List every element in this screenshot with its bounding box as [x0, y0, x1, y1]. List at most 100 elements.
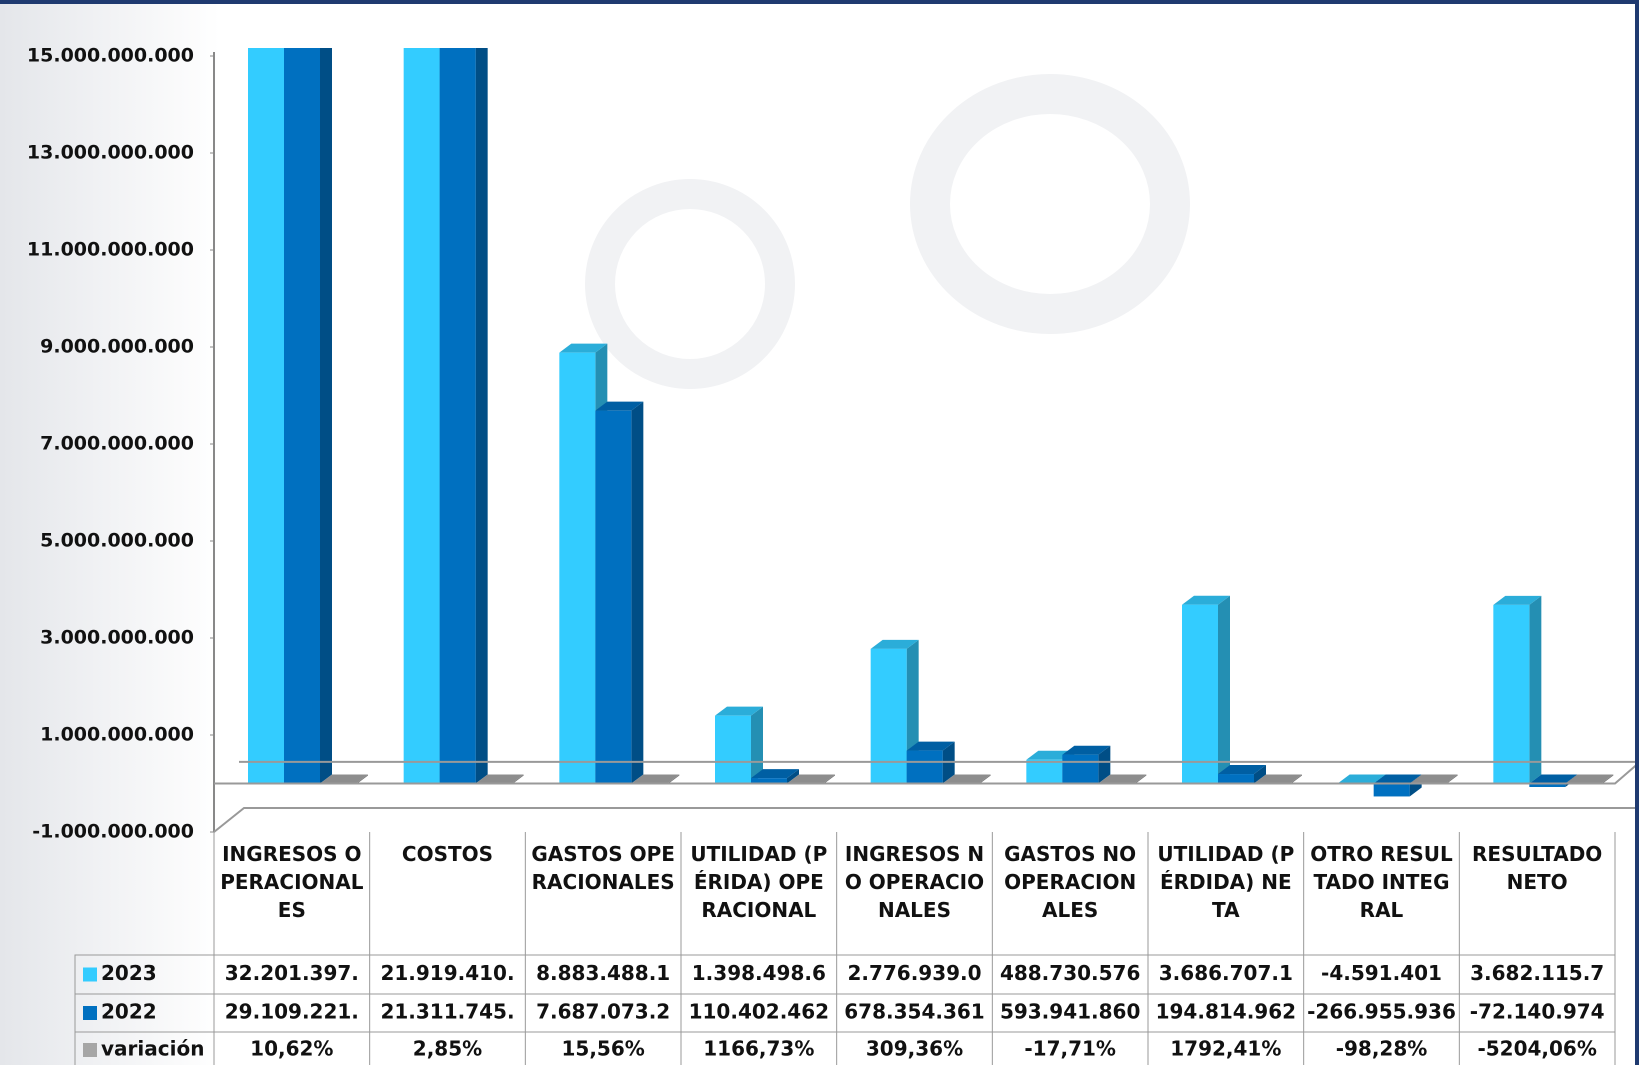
table-cell: 32.201.397.: [225, 961, 359, 985]
bar: [403, 48, 440, 784]
bar-top: [1218, 765, 1266, 775]
category-label: UTILIDAD (PÉRIDA) OPERACIONAL: [690, 842, 828, 922]
bar-side: [1445, 774, 1458, 785]
table-cell: 8.883.488.1: [536, 961, 670, 985]
bar: [1026, 759, 1063, 784]
bar-top: [942, 774, 991, 784]
y-tick-label: 9.000.000.000: [40, 336, 194, 358]
floor: [214, 764, 1635, 785]
legend-key: [83, 1043, 97, 1057]
table-cell: 1166,73%: [703, 1037, 814, 1061]
table-cell: -266.955.936: [1307, 1000, 1456, 1024]
bar: [595, 410, 632, 784]
y-tick-label: 11.000.000.000: [27, 239, 194, 261]
table-cell: 29.109.221.: [225, 1000, 359, 1024]
table-cell: -17,71%: [1024, 1037, 1116, 1061]
bar-top: [1098, 774, 1147, 784]
category-label: GASTOS OPERACIONALES: [531, 842, 675, 894]
bar-top: [1529, 774, 1578, 784]
plot-area: [248, 48, 1614, 797]
bar-side: [1134, 774, 1147, 785]
bar: [439, 48, 476, 784]
category-label: INGRESOS OPERACIONALES: [220, 842, 364, 922]
bar: [715, 715, 751, 784]
watermark: [910, 74, 1190, 334]
bar-side: [356, 774, 368, 785]
table-cell: 7.687.073.2: [536, 1000, 670, 1024]
bar-top: [870, 639, 919, 649]
table-cell: 1.398.498.6: [692, 961, 826, 985]
bar: [1218, 774, 1254, 784]
bar-top: [320, 774, 368, 784]
table-cell: 678.354.361: [844, 1000, 984, 1024]
bar-side: [787, 769, 799, 784]
table-cell: -5204,06%: [1477, 1037, 1596, 1061]
bar-side: [1290, 774, 1302, 785]
bar-top: [715, 706, 763, 716]
bar: [1182, 604, 1218, 784]
table-cell: 21.919.410.: [380, 961, 514, 985]
legend-label: 2022: [101, 1000, 157, 1024]
bar: [1493, 604, 1530, 784]
bar-top: [1254, 774, 1302, 784]
bar-side: [320, 48, 332, 784]
watermark: [585, 179, 795, 389]
legend-key: [83, 1006, 97, 1020]
bar-side: [751, 706, 763, 784]
category-label: COSTOS: [401, 842, 494, 866]
category-label: UTILIDAD (PÉRDIDA) NETA: [1157, 842, 1295, 922]
bar: [1529, 783, 1566, 787]
bar: [1062, 754, 1099, 784]
table-cell: 21.311.745.: [380, 1000, 514, 1024]
bar-top: [595, 401, 644, 411]
y-tick-label: 3.000.000.000: [40, 627, 194, 649]
bar-top: [1493, 595, 1542, 605]
legend-key: [83, 967, 97, 982]
table-cell: 3.682.115.7: [1470, 961, 1604, 985]
bar-side: [1254, 765, 1266, 784]
table-cell: 2.776.939.0: [847, 961, 981, 985]
bar-side: [511, 774, 524, 785]
legend-label: variación: [101, 1037, 204, 1061]
bar: [559, 352, 596, 784]
category-label: GASTOS NO OPERACIONALES: [1004, 842, 1137, 922]
bar-top: [787, 774, 835, 784]
y-tick-label: 7.000.000.000: [40, 433, 194, 455]
bar: [870, 648, 907, 784]
table-cell: -4.591.401: [1321, 961, 1442, 985]
y-tick-label: -1.000.000.000: [32, 821, 194, 843]
bottom-edge: [213, 807, 1635, 833]
table-cell: -98,28%: [1336, 1037, 1428, 1061]
chart: -1.000.000.000 1.000.000.000 3.000.000.000…: [27, 45, 1635, 1065]
bar: [751, 778, 787, 784]
table-cell: 3.686.707.1: [1159, 961, 1293, 985]
bar-side: [1098, 745, 1111, 784]
bar-top: [1565, 774, 1614, 784]
category-label: OTRO RESULTADO INTEGRAL: [1310, 842, 1453, 922]
bar-side: [823, 774, 835, 785]
table-cell: 194.814.962: [1156, 1000, 1296, 1024]
bar: [906, 750, 943, 784]
bar-side: [667, 774, 680, 785]
bar-side: [1601, 774, 1614, 785]
bar-top: [1337, 774, 1386, 784]
table-cell: 10,62%: [250, 1037, 333, 1061]
bar: [248, 48, 284, 784]
table-cell: 309,36%: [866, 1037, 963, 1061]
y-tick-label: 1.000.000.000: [40, 724, 194, 746]
bar-top: [631, 774, 680, 784]
table-cell: 110.402.462: [689, 1000, 829, 1024]
y-tick-label: 5.000.000.000: [40, 530, 194, 552]
bar-side: [631, 401, 644, 784]
category-label: RESULTADO NETO: [1472, 842, 1603, 894]
bar-top: [1409, 774, 1458, 784]
bar-top: [475, 774, 524, 784]
bar-top: [1373, 774, 1422, 784]
table-cell: 2,85%: [413, 1037, 482, 1061]
bar-side: [475, 48, 488, 784]
bar-top: [751, 769, 799, 779]
bar: [284, 48, 320, 784]
y-tick-label: 15.000.000.000: [27, 45, 194, 67]
table-cell: -72.140.974: [1470, 1000, 1605, 1024]
